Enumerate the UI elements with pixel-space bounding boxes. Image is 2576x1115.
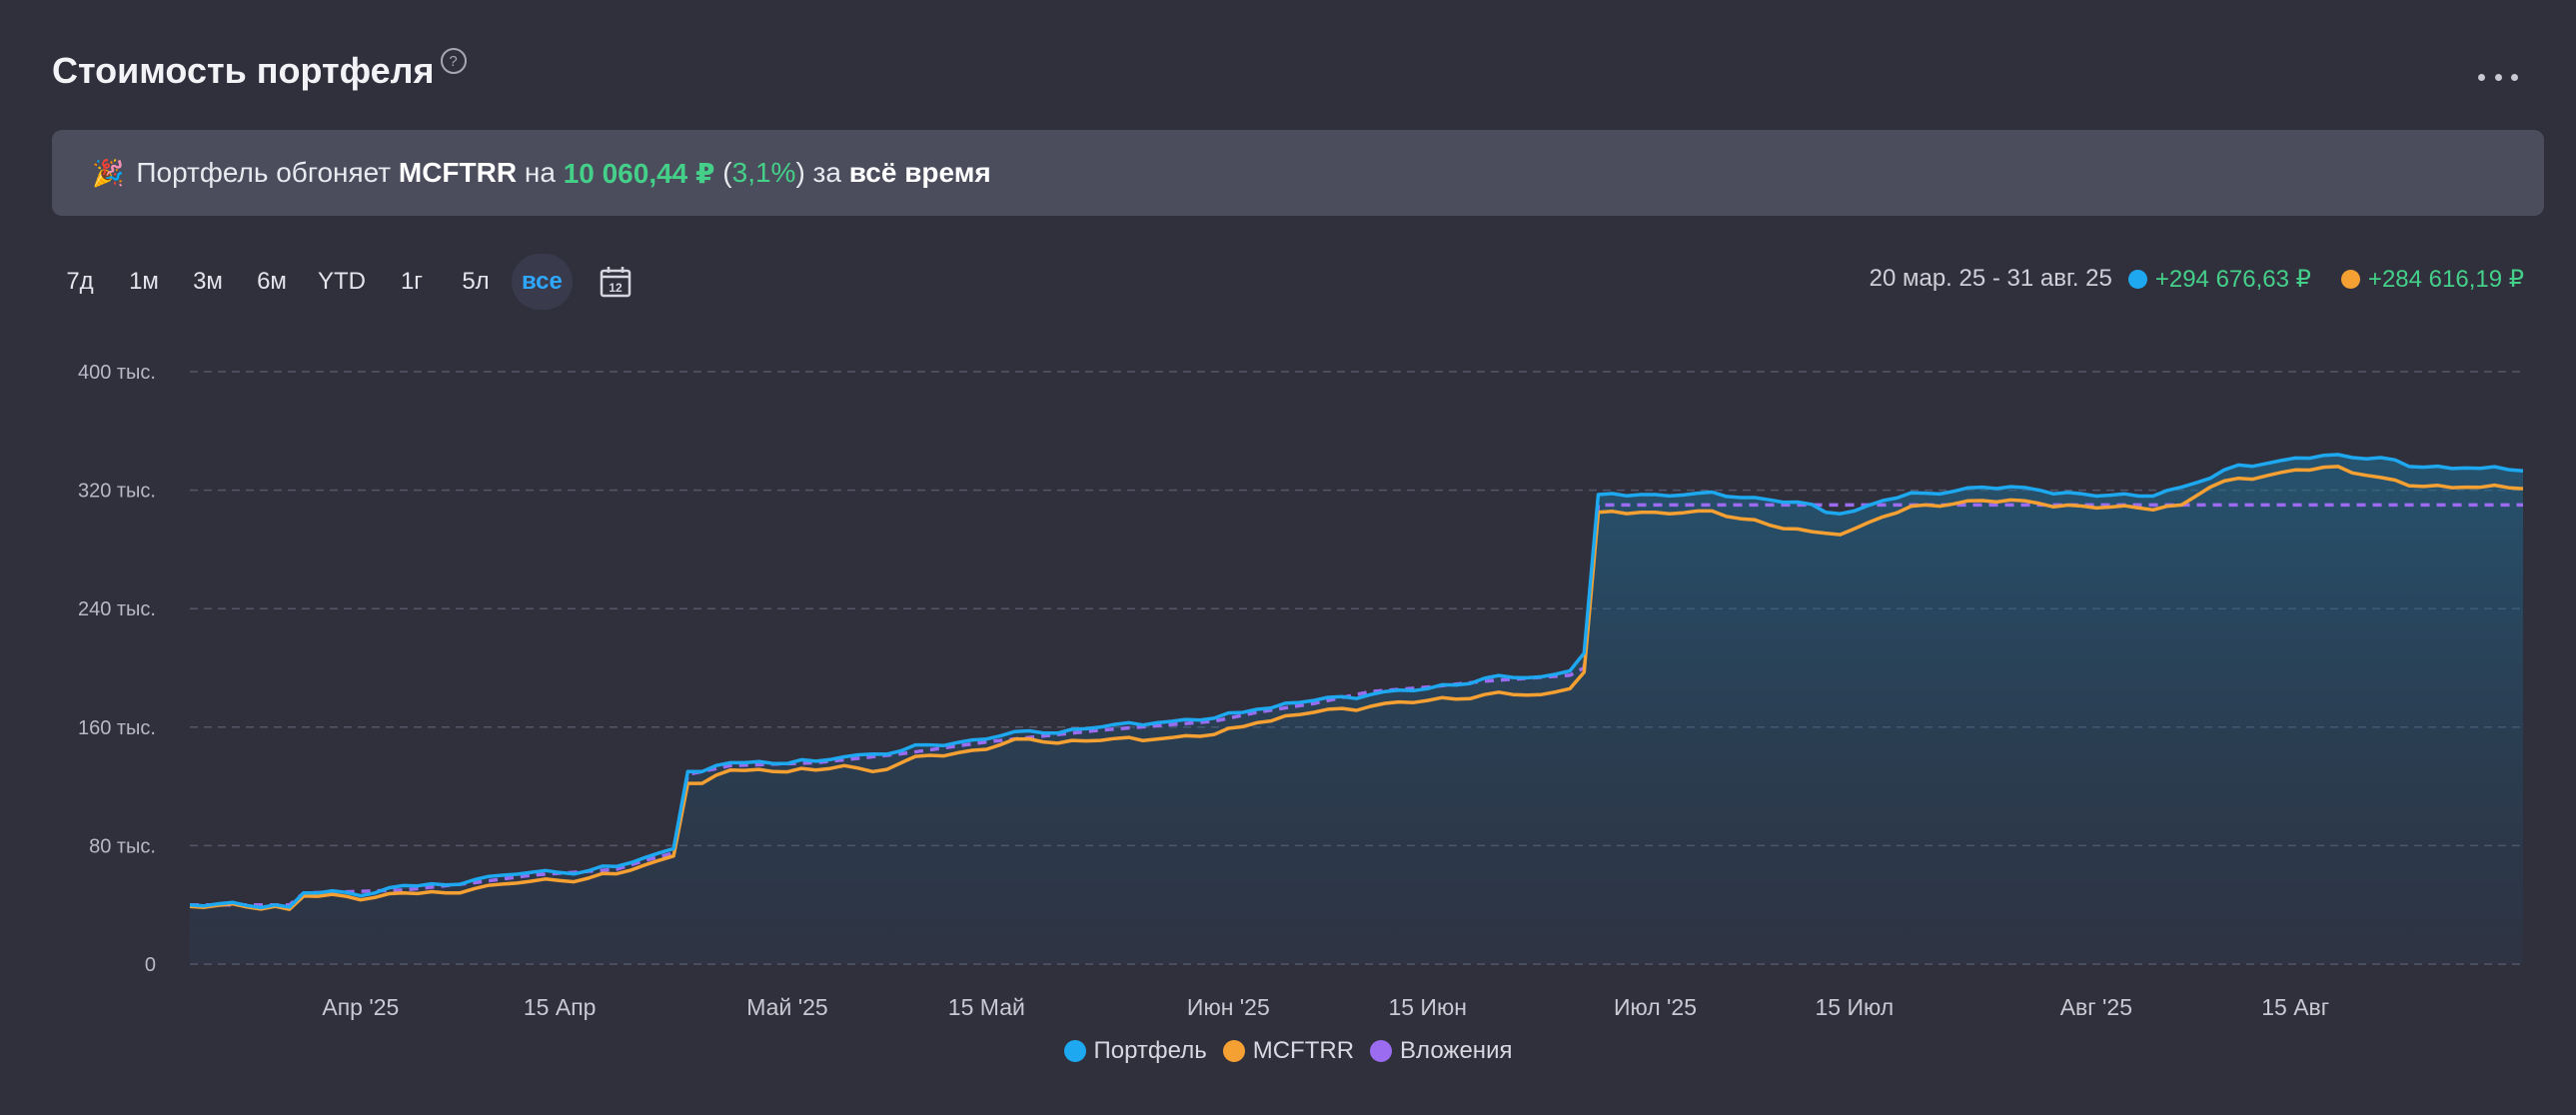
- legend-label-deposits: Вложения: [1400, 1037, 1513, 1064]
- calendar-icon[interactable]: 12: [599, 265, 633, 299]
- legend-item-benchmark[interactable]: MCFTRR: [1222, 1037, 1355, 1065]
- y-tick-label: 0: [145, 954, 156, 976]
- y-tick-label: 320 тыс.: [78, 481, 156, 503]
- period-1y[interactable]: 1г: [400, 268, 424, 295]
- portfolio-legend-dot-icon: [1063, 1040, 1086, 1062]
- banner-period: всё время: [848, 157, 991, 188]
- y-tick-label: 80 тыс.: [89, 835, 156, 857]
- portfolio-dot-icon: [2127, 269, 2147, 289]
- period-3m[interactable]: 3м: [193, 268, 223, 295]
- portfolio-line: [189, 453, 2524, 910]
- benchmark-dot-icon: [2340, 269, 2360, 289]
- chart-legend: Портфель MCFTRR Вложения: [0, 1037, 2576, 1065]
- benchmark-line: [189, 465, 2524, 911]
- help-icon[interactable]: ?: [440, 48, 467, 74]
- benchmark-change: +284 616,19 ₽: [2367, 265, 2524, 293]
- banner-benchmark: MCFTRR: [398, 157, 518, 188]
- page-title-text: Стоимость портфеля: [52, 50, 435, 91]
- banner-percent: 3,1%: [731, 157, 796, 188]
- banner-text-prefix: Портфель обгоняет: [136, 157, 399, 188]
- performance-banner: 🎉 Портфель обгоняет MCFTRR на 10 060,44 ₽…: [52, 130, 2544, 216]
- x-tick-label: Июн '25: [1187, 994, 1270, 1020]
- x-tick-label: 15 Май: [948, 994, 1025, 1020]
- x-tick-label: 15 Июл: [1815, 994, 1894, 1020]
- more-options-icon[interactable]: [2478, 62, 2518, 92]
- x-tick-label: Авг '25: [2060, 994, 2132, 1020]
- page-title: Стоимость портфеля ?: [52, 48, 467, 92]
- period-ytd[interactable]: YTD: [318, 268, 366, 295]
- x-tick-label: Апр '25: [322, 994, 399, 1020]
- banner-paren-open: (: [714, 157, 732, 188]
- x-tick-label: 15 Авг: [2261, 994, 2329, 1020]
- period-all[interactable]: все: [512, 254, 573, 310]
- y-tick-label: 400 тыс.: [78, 362, 156, 384]
- period-selector: 7д 1м 3м 6м YTD 1г 5л все 12: [52, 254, 633, 310]
- y-tick-label: 160 тыс.: [78, 717, 156, 739]
- deposits-line: [190, 503, 2523, 907]
- date-range-summary: 20 мар. 25 - 31 авг. 25 +294 676,63 ₽ +2…: [1870, 262, 2524, 296]
- party-icon: 🎉: [92, 157, 125, 188]
- deposits-legend-dot-icon: [1370, 1040, 1393, 1062]
- y-tick-label: 240 тыс.: [78, 598, 156, 620]
- banner-text-for: за: [804, 157, 849, 188]
- period-7d[interactable]: 7д: [66, 268, 94, 295]
- period-6m[interactable]: 6м: [257, 268, 287, 295]
- period-1m[interactable]: 1м: [129, 268, 159, 295]
- x-tick-label: 15 Апр: [524, 994, 597, 1020]
- banner-amount: 10 060,44 ₽: [563, 157, 715, 189]
- x-tick-label: 15 Июн: [1388, 994, 1466, 1020]
- legend-item-portfolio[interactable]: Портфель: [1063, 1037, 1207, 1065]
- calendar-icon-text: 12: [609, 281, 623, 295]
- banner-paren-close: ): [795, 157, 805, 188]
- banner-text-on: на: [517, 157, 564, 188]
- x-tick-label: Июл '25: [1614, 994, 1697, 1020]
- legend-item-deposits[interactable]: Вложения: [1370, 1037, 1512, 1065]
- legend-label-benchmark: MCFTRR: [1252, 1037, 1355, 1064]
- date-range-text: 20 мар. 25 - 31 авг. 25: [1869, 265, 2112, 292]
- portfolio-change: +294 676,63 ₽: [2154, 265, 2311, 293]
- period-5y[interactable]: 5л: [462, 268, 490, 295]
- x-tick-label: Май '25: [746, 994, 827, 1020]
- benchmark-legend-dot-icon: [1222, 1040, 1245, 1062]
- legend-label-portfolio: Портфель: [1093, 1037, 1207, 1064]
